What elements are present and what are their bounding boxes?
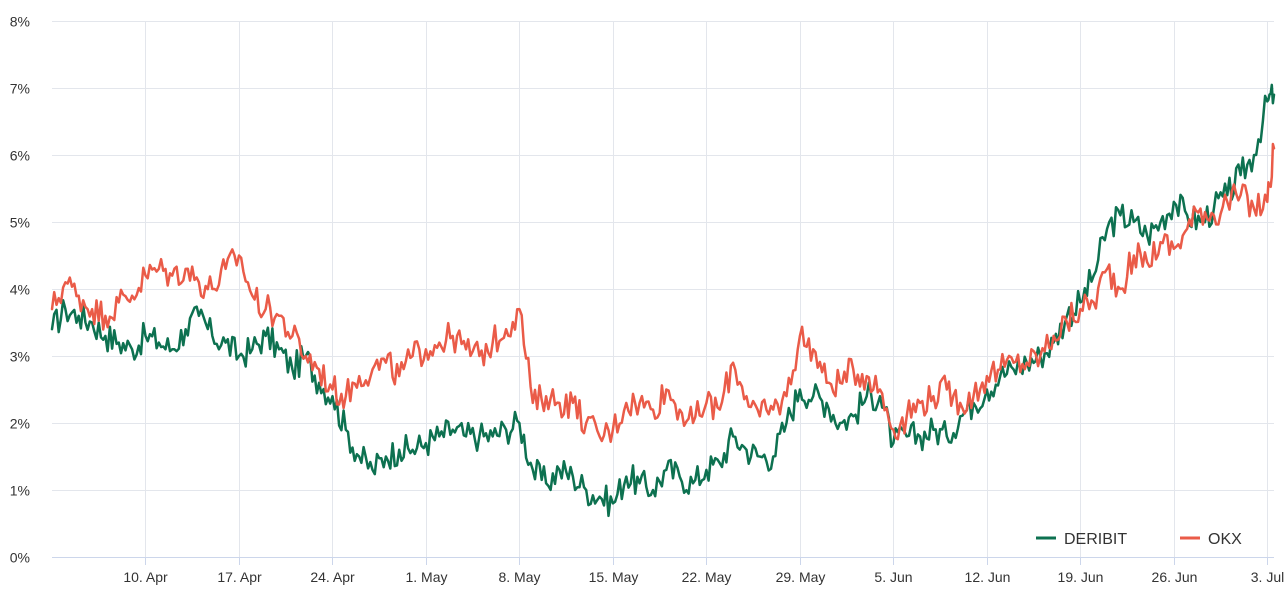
x-tick-label: 10. Apr bbox=[123, 569, 168, 585]
x-tick-label: 3. Jul bbox=[1251, 569, 1284, 585]
legend[interactable]: DERIBIT OKX bbox=[1036, 531, 1242, 548]
x-tick-label: 12. Jun bbox=[965, 569, 1011, 585]
legend-item-deribit[interactable]: DERIBIT bbox=[1036, 531, 1127, 548]
y-tick-label: 5% bbox=[10, 215, 30, 231]
x-tick-label: 5. Jun bbox=[874, 569, 912, 585]
series-layer bbox=[50, 83, 1276, 518]
y-tick-label: 1% bbox=[10, 483, 30, 499]
axis-layer: 0% 1% 2% 3% 4% 5% 6% 7% 8% 10. Apr 17. Apr 24. Apr 1… bbox=[10, 14, 1284, 586]
grid-layer bbox=[52, 21, 1274, 565]
x-tick-label: 22. May bbox=[682, 569, 732, 585]
y-tick-label: 3% bbox=[10, 349, 30, 365]
y-tick-label: 4% bbox=[10, 282, 30, 298]
legend-label-okx: OKX bbox=[1208, 531, 1242, 548]
x-tick-label: 15. May bbox=[589, 569, 639, 585]
x-tick-label: 26. Jun bbox=[1152, 569, 1198, 585]
x-tick-label: 17. Apr bbox=[217, 569, 262, 585]
x-tick-label: 1. May bbox=[405, 569, 447, 585]
series-line-deribit[interactable] bbox=[50, 83, 1276, 518]
x-tick-label: 24. Apr bbox=[310, 569, 355, 585]
series-line-okx[interactable] bbox=[50, 142, 1276, 444]
y-tick-label: 8% bbox=[10, 14, 30, 30]
legend-label-deribit: DERIBIT bbox=[1064, 531, 1127, 548]
legend-item-okx[interactable]: OKX bbox=[1180, 531, 1242, 548]
y-tick-label: 6% bbox=[10, 148, 30, 164]
x-tick-label: 8. May bbox=[498, 569, 540, 585]
y-tick-label: 0% bbox=[10, 550, 30, 566]
y-tick-label: 7% bbox=[10, 81, 30, 97]
x-tick-label: 19. Jun bbox=[1058, 569, 1104, 585]
x-tick-label: 29. May bbox=[776, 569, 826, 585]
y-tick-label: 2% bbox=[10, 416, 30, 432]
